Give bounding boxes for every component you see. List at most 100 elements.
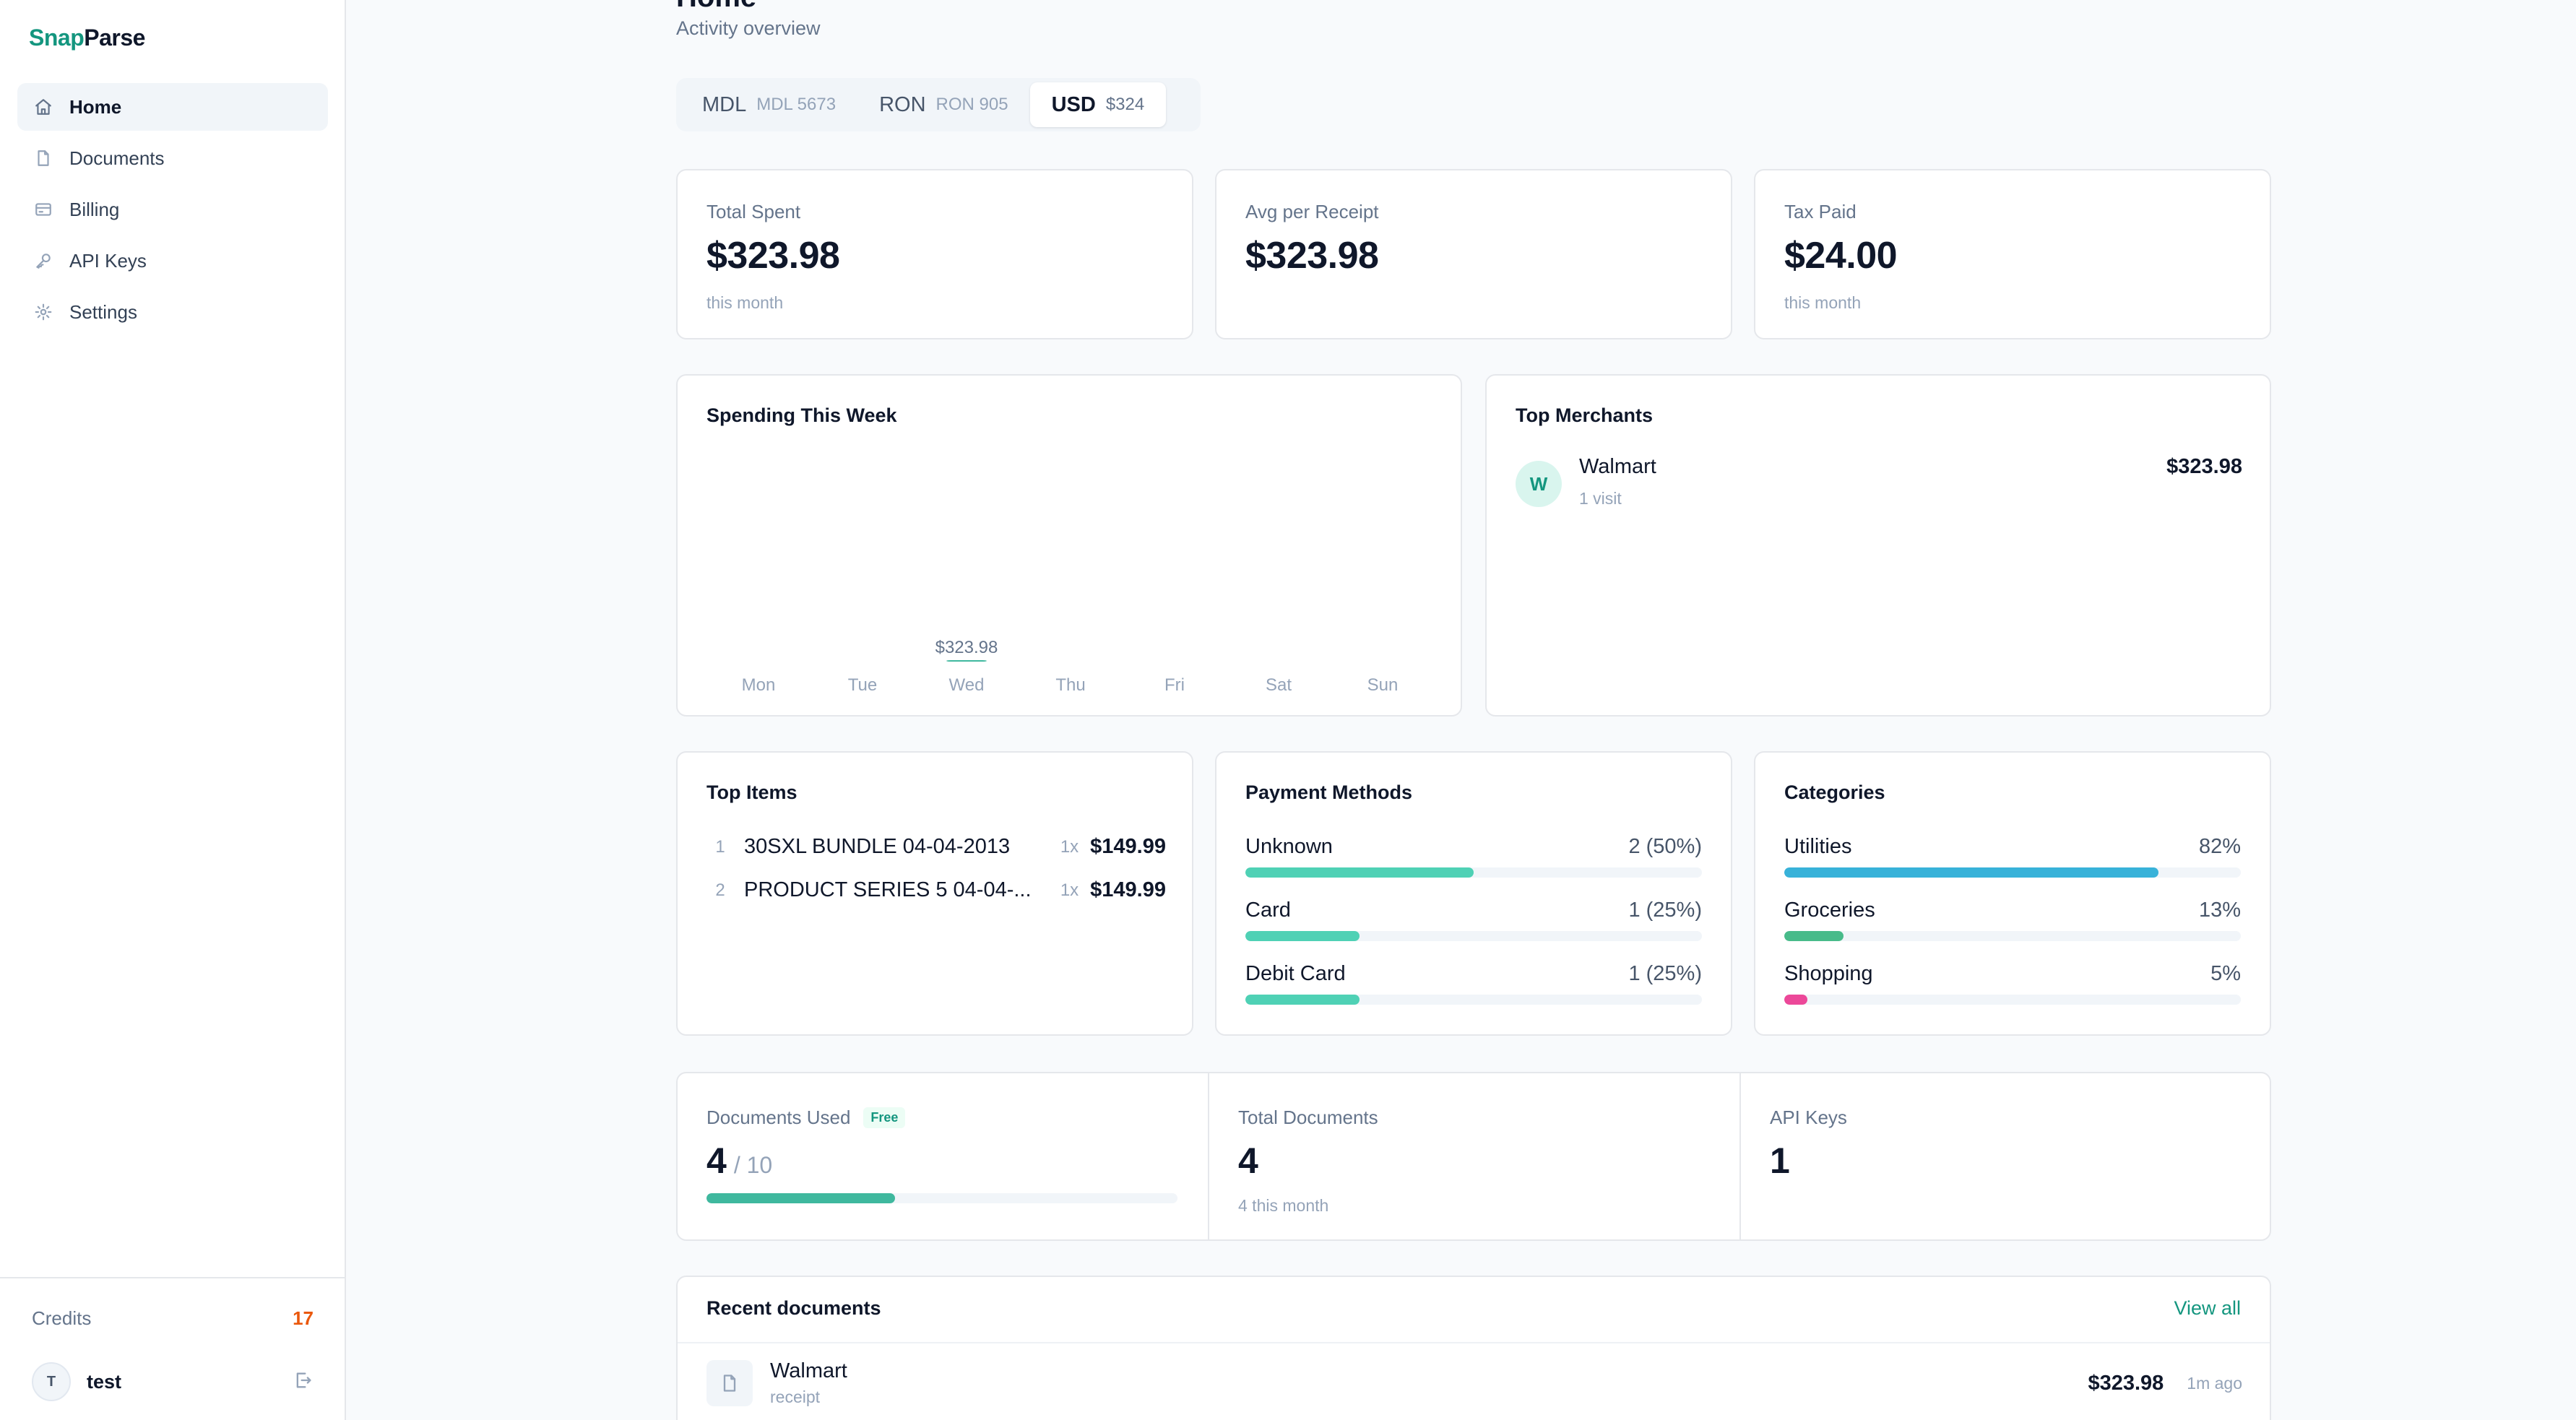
sidebar-item-label: Billing: [69, 198, 120, 220]
tab-currency-usd[interactable]: USD $324: [1029, 82, 1167, 127]
x-tick-label: Mon: [742, 675, 776, 695]
sidebar-item-api-keys[interactable]: API Keys: [17, 237, 328, 285]
currency-code: RON: [879, 92, 926, 116]
divider: [1208, 1073, 1209, 1239]
category-row: Groceries 13%: [1784, 899, 2241, 941]
recent-documents-card: Recent documents View all Walmart receip…: [676, 1276, 2271, 1420]
stat-value: $323.98: [706, 235, 840, 277]
sidebar-footer: Credits 17 T test: [0, 1277, 346, 1420]
documents-used-label: Documents Used Free: [706, 1107, 906, 1129]
stat-sub: this month: [1784, 293, 1862, 312]
documents-limit: / 10: [733, 1152, 773, 1178]
bar-fill: [1784, 931, 1844, 941]
sidebar-item-settings[interactable]: Settings: [17, 288, 328, 336]
recent-documents-header: Recent documents View all: [678, 1277, 2270, 1343]
stat-card-avg-receipt: Avg per Receipt $323.98: [1215, 169, 1732, 339]
bar-value: 1 (25%): [1628, 899, 1702, 922]
doc-time: 1m ago: [2187, 1373, 2242, 1393]
bar-value: 1 (25%): [1628, 962, 1702, 985]
sidebar-item-label: Settings: [69, 300, 137, 323]
x-tick-label: Tue: [848, 675, 877, 695]
sidebar-item-label: Documents: [69, 147, 165, 169]
tab-currency-ron[interactable]: RON RON 905: [857, 82, 1030, 127]
user-row: T test: [32, 1362, 314, 1401]
sidebar-item-label: API Keys: [69, 249, 147, 272]
avatar[interactable]: T: [32, 1362, 71, 1401]
x-tick-label: Sat: [1266, 675, 1292, 695]
stat-card-total-spent: Total Spent $323.98 this month: [676, 169, 1193, 339]
bar-label: Card: [1245, 899, 1291, 922]
stat-value: $323.98: [1245, 235, 1379, 277]
credits-label: Credits: [32, 1307, 92, 1329]
page-subtitle: Activity overview: [676, 17, 821, 39]
stat-value: $24.00: [1784, 235, 1898, 277]
bar-track: [1784, 995, 2241, 1005]
bar-fill: [1245, 931, 1360, 941]
list-item[interactable]: 1 30SXL BUNDLE 04-04-2013 1x $149.99: [706, 835, 1166, 859]
bar-value: 82%: [2198, 835, 2241, 858]
total-documents-sub: 4 this month: [1238, 1196, 1329, 1215]
documents-used-label-text: Documents Used: [706, 1107, 851, 1128]
table-row[interactable]: Walmart receipt $323.98 1m ago: [706, 1359, 2242, 1407]
item-rank: 2: [715, 880, 725, 900]
bar-track: [1784, 931, 2241, 941]
payment-method-row: Debit Card 1 (25%): [1245, 962, 1702, 1005]
documents-used-progress-fill: [706, 1193, 895, 1203]
item-name: PRODUCT SERIES 5 04-04-...: [744, 878, 1032, 901]
file-icon: [706, 1360, 753, 1406]
tab-currency-mdl[interactable]: MDL MDL 5673: [680, 82, 857, 127]
sidebar-item-billing[interactable]: Billing: [17, 186, 328, 233]
x-tick-label: Wed: [949, 675, 985, 695]
currency-code: MDL: [702, 92, 747, 116]
payment-method-row: Unknown 2 (50%): [1245, 835, 1702, 878]
stat-card-tax-paid: Tax Paid $24.00 this month: [1754, 169, 2271, 339]
item-rank: 1: [715, 836, 725, 857]
home-icon: [33, 97, 53, 117]
chart-bar-wed[interactable]: [946, 660, 987, 662]
stat-label: Total Spent: [706, 201, 801, 222]
bar-track: [1784, 867, 2241, 878]
merchant-amount: $323.98: [2166, 455, 2242, 478]
merchant-info: Walmart 1 visit: [1579, 455, 2166, 508]
stat-label: Avg per Receipt: [1245, 201, 1379, 222]
total-documents-label: Total Documents: [1238, 1107, 1378, 1128]
merchant-visits: 1 visit: [1579, 489, 1622, 508]
top-items-card: Top Items 1 30SXL BUNDLE 04-04-2013 1x $…: [676, 751, 1193, 1036]
total-documents-value: 4: [1238, 1140, 1258, 1181]
sidebar-nav: Home Documents Billing API Keys Settings: [17, 83, 328, 339]
view-all-link[interactable]: View all: [2174, 1297, 2241, 1319]
merchant-row[interactable]: W Walmart 1 visit $323.98: [1516, 455, 2242, 508]
bar-value: 5%: [2210, 962, 2241, 985]
usage-card: Documents Used Free 4/ 10 Total Document…: [676, 1072, 2271, 1241]
bar-track: [1245, 867, 1702, 878]
bar-track: [1245, 931, 1702, 941]
credits-count: 17: [293, 1307, 314, 1329]
stat-sub: this month: [706, 293, 784, 312]
item-price: $149.99: [1090, 878, 1166, 901]
username: test: [87, 1370, 122, 1393]
list-item[interactable]: 2 PRODUCT SERIES 5 04-04-... 1x $149.99: [706, 878, 1166, 902]
spending-week-title: Spending This Week: [706, 404, 897, 426]
bar-value: 13%: [2198, 899, 2241, 922]
page-title: Home: [676, 0, 756, 14]
sidebar-item-home[interactable]: Home: [17, 83, 328, 131]
stat-label: Tax Paid: [1784, 201, 1857, 222]
payment-method-row: Card 1 (25%): [1245, 899, 1702, 941]
sidebar-item-documents[interactable]: Documents: [17, 134, 328, 182]
category-row: Shopping 5%: [1784, 962, 2241, 1005]
api-keys-stat: API Keys 1: [1741, 1073, 2271, 1239]
bar-label: Unknown: [1245, 835, 1333, 858]
bar-label: Groceries: [1784, 899, 1875, 922]
logout-icon[interactable]: [293, 1370, 314, 1394]
app-logo[interactable]: SnapParse: [29, 25, 145, 51]
x-tick-label: Fri: [1164, 675, 1185, 695]
documents-used-count: 4: [706, 1140, 727, 1181]
credit-card-icon: [33, 199, 53, 220]
item-qty: 1x: [1060, 880, 1079, 900]
documents-used-progress: [706, 1193, 1177, 1203]
doc-name: Walmart: [770, 1359, 847, 1382]
bar-value: 2 (50%): [1628, 835, 1702, 858]
documents-used-stat: Documents Used Free 4/ 10: [678, 1073, 1208, 1239]
bar-fill: [1245, 867, 1474, 878]
bar-track: [1245, 995, 1702, 1005]
